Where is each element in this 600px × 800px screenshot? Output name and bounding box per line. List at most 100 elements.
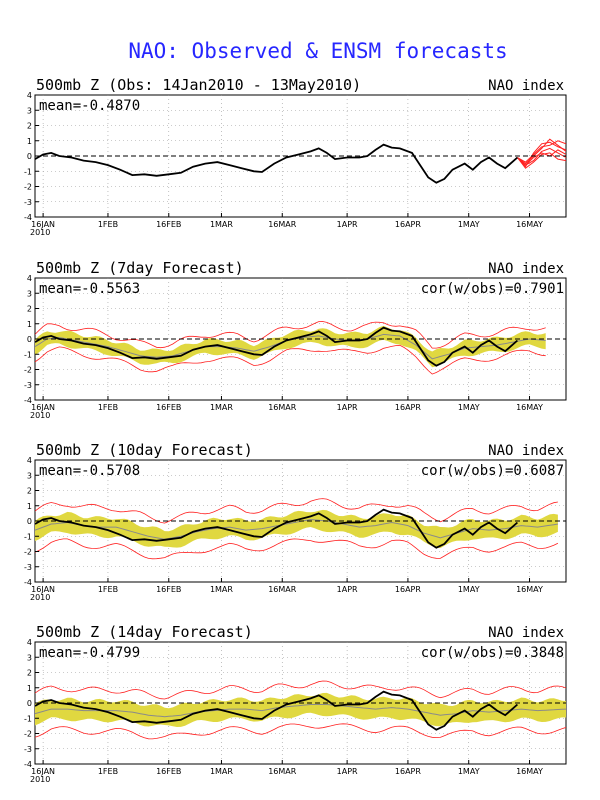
y-tick-label: 3 [27,471,32,480]
y-tick-label: -3 [24,198,32,207]
chart-main-title: NAO: Observed & ENSM forecasts [128,39,507,63]
x-tick-label: 16APR [395,220,421,229]
ensemble-upper-line [35,321,546,349]
plot-area [35,95,566,217]
x-tick-label: 16APR [395,767,421,776]
spread-band [35,509,558,549]
stat-mean: mean=-0.4799 [39,645,140,661]
panel-right-label: NAO index [488,78,564,94]
plot-area [35,278,566,400]
ensemble-member-line [517,141,566,168]
y-tick-label: 4 [27,274,32,283]
stat-mean: mean=-0.5563 [39,281,140,297]
y-tick-label: 3 [27,106,32,115]
panel-title: 500mb Z (7day Forecast) [36,259,244,277]
panel-1: 500mb Z (Obs: 14Jan2010 - 13May2010) NAO … [24,76,567,237]
x-tick-label: 1MAR [210,403,233,412]
y-tick-label: 4 [27,638,32,647]
x-tick-label: 1MAY [458,767,480,776]
x-tick-label: 1MAY [458,403,480,412]
y-tick-label: 2 [27,669,32,678]
y-tick-label: -2 [24,548,32,557]
y-tick-label: -1 [24,350,32,359]
x-tick-label: 16FEB [156,767,181,776]
x-tick-label: 16MAY [516,403,543,412]
ensemble-member-line [517,149,566,166]
x-tick-label: 1MAR [210,767,233,776]
x-tick-label: 1MAY [458,220,480,229]
observed-line [35,690,518,731]
y-tick-label: -2 [24,183,32,192]
y-tick-label: -3 [24,563,32,572]
observed-line [35,143,518,184]
x-tick-label: 16JAN [31,767,55,776]
x-tick-label: 16MAY [516,220,543,229]
ensemble-lower-line [35,723,566,740]
y-tick-label: 0 [27,699,32,708]
plot-area [35,642,566,764]
x-tick-label: 16FEB [156,585,181,594]
y-tick-label: 2 [27,122,32,131]
stat-correlation: cor(w/obs)=0.6087 [421,463,564,479]
x-tick-label: 16MAR [268,220,297,229]
y-tick-label: 0 [27,152,32,161]
ensemble-mean-line [35,704,566,718]
panel-2: 500mb Z (7day Forecast) NAO index mean=-0.… [24,259,567,420]
ensemble-mean-line [35,518,558,540]
x-tick-label: 16APR [395,585,421,594]
panel-right-label: NAO index [488,261,564,277]
x-tick-label: 16JAN [31,403,55,412]
x-tick-label: 16JAN [31,585,55,594]
y-tick-label: 0 [27,335,32,344]
ensemble-upper-line [35,680,566,700]
x-tick-label: 16FEB [156,220,181,229]
y-tick-label: 3 [27,653,32,662]
x-tick-label: 16JAN [31,220,55,229]
y-tick-label: -2 [24,730,32,739]
y-tick-label: -1 [24,714,32,723]
ensemble-member-line [517,138,566,165]
y-tick-label: 0 [27,517,32,526]
x-tick-label: 1APR [337,767,358,776]
spread-band [35,692,566,727]
panel-title: 500mb Z (10day Forecast) [36,441,253,459]
x-tick-label: 16APR [395,403,421,412]
y-tick-label: 4 [27,91,32,100]
x-tick-label: 1FEB [98,767,118,776]
x-tick-label: 1FEB [98,220,118,229]
y-tick-label: -4 [24,396,32,405]
ensemble-upper-line [35,498,558,524]
x-year-label: 2010 [30,228,50,237]
y-tick-label: -3 [24,381,32,390]
stat-correlation: cor(w/obs)=0.7901 [421,281,564,297]
ensemble-member-line [517,152,566,169]
panel-right-label: NAO index [488,443,564,459]
panel-3: 500mb Z (10day Forecast) NAO index mean=-0… [24,441,567,602]
y-tick-label: -1 [24,532,32,541]
x-tick-label: 16MAR [268,403,297,412]
panel-title: 500mb Z (Obs: 14Jan2010 - 13May2010) [36,76,361,94]
y-tick-label: 4 [27,456,32,465]
x-tick-label: 16MAR [268,767,297,776]
y-tick-label: 1 [27,320,32,329]
x-tick-label: 1APR [337,585,358,594]
y-tick-label: -2 [24,366,32,375]
x-tick-label: 16MAR [268,585,297,594]
stat-mean: mean=-0.4870 [39,98,140,114]
ensemble-member-line [517,140,566,163]
x-tick-label: 1MAR [210,585,233,594]
panel-right-label: NAO index [488,625,564,641]
ensemble-lower-line [35,538,559,560]
observed-line [35,326,518,367]
x-year-label: 2010 [30,593,50,602]
stat-correlation: cor(w/obs)=0.3848 [421,645,564,661]
ensemble-lower-line [35,344,546,375]
x-tick-label: 16MAY [516,585,543,594]
y-tick-label: 1 [27,502,32,511]
plot-area [35,460,566,582]
observed-line [35,508,518,549]
y-tick-label: -4 [24,578,32,587]
y-tick-label: 2 [27,487,32,496]
x-tick-label: 1APR [337,220,358,229]
